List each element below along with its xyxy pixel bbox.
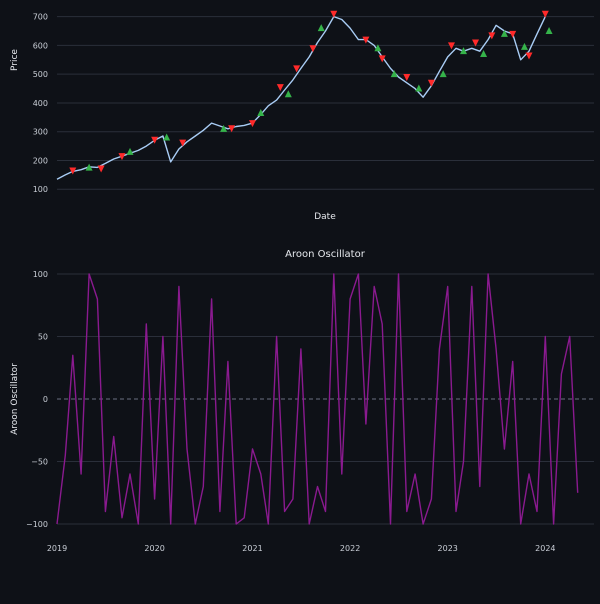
buy-signal-marker — [439, 70, 447, 78]
aroon-x-tick-label: 2021 — [242, 544, 262, 553]
sell-signal-marker — [293, 65, 301, 73]
sell-signal-marker — [248, 120, 256, 128]
price-y-tick-label: 100 — [33, 185, 48, 194]
buy-signal-marker — [126, 147, 134, 155]
price-x-axis-title: Date — [314, 212, 336, 222]
aroon-x-tick-label: 2019 — [47, 544, 67, 553]
buy-signal-marker — [374, 44, 382, 52]
sell-signal-marker — [362, 36, 370, 44]
sell-signal-marker — [118, 153, 126, 161]
aroon-gridlines — [57, 273, 594, 525]
aroon-title: Aroon Oscillator — [285, 249, 366, 260]
sell-signal-marker — [228, 125, 236, 133]
aroon-y-tick-label: −50 — [31, 458, 48, 467]
aroon-y-tick-label: 50 — [38, 333, 48, 342]
buy-signal-marker — [500, 29, 508, 37]
price-y-tick-label: 700 — [33, 13, 48, 22]
aroon-y-axis-title: Aroon Oscillator — [10, 363, 20, 435]
buy-signal-marker — [257, 109, 265, 117]
price-y-tick-label: 200 — [33, 156, 48, 165]
aroon-y-tick-label: 100 — [33, 270, 48, 279]
price-y-tick-label: 400 — [33, 99, 48, 108]
aroon-y-tick-labels: −100 −50 0 50 100 — [26, 270, 48, 529]
price-y-tick-label: 500 — [33, 70, 48, 79]
sell-signal-marker — [509, 30, 517, 38]
sell-signal-marker — [525, 52, 533, 60]
buy-signal-marker — [545, 27, 553, 35]
aroon-y-tick-label: −100 — [26, 520, 48, 529]
buy-signal-marker — [220, 124, 228, 132]
sell-signal-marker — [541, 10, 549, 18]
buy-signal-marker — [390, 70, 398, 78]
buy-signal-marker — [284, 90, 292, 98]
price-gridlines — [57, 16, 594, 190]
sell-signal-marker — [97, 165, 105, 173]
price-y-tick-label: 300 — [33, 128, 48, 137]
sell-signal-marker — [427, 79, 435, 87]
buy-signal-marker — [480, 50, 488, 58]
buy-signal-marker — [520, 42, 528, 50]
aroon-y-tick-label: 0 — [43, 395, 48, 404]
aroon-x-tick-label: 2024 — [535, 544, 555, 553]
sell-signal-marker — [488, 32, 496, 40]
sell-signal-marker — [276, 84, 284, 92]
aroon-x-tick-label: 2022 — [340, 544, 360, 553]
sell-signal-marker — [151, 136, 159, 144]
sell-signal-marker — [330, 10, 338, 18]
buy-signal-marker — [317, 24, 325, 32]
aroon-line — [56, 273, 579, 525]
sell-signal-marker — [403, 74, 411, 82]
sell-signal-marker — [447, 42, 455, 50]
aroon-x-tick-labels: 2019 2020 2021 2022 2023 2024 — [47, 544, 556, 553]
buy-signal-marker — [459, 47, 467, 55]
buy-signal-marker — [85, 163, 93, 171]
sell-signal-marker — [472, 39, 480, 47]
sell-signal-marker — [69, 167, 77, 175]
buy-signal-marker — [415, 84, 423, 92]
price-y-tick-label: 600 — [33, 41, 48, 50]
sell-signal-marker — [309, 45, 317, 53]
price-y-tick-labels: 100 200 300 400 500 600 700 — [33, 13, 48, 195]
aroon-x-tick-label: 2020 — [144, 544, 164, 553]
signal-markers — [69, 10, 553, 175]
buy-signal-marker — [163, 133, 171, 141]
price-y-axis-title: Price — [10, 49, 20, 71]
sell-signal-marker — [179, 139, 187, 147]
aroon-series — [56, 273, 579, 525]
sell-signal-marker — [378, 55, 386, 63]
aroon-x-tick-label: 2023 — [438, 544, 458, 553]
